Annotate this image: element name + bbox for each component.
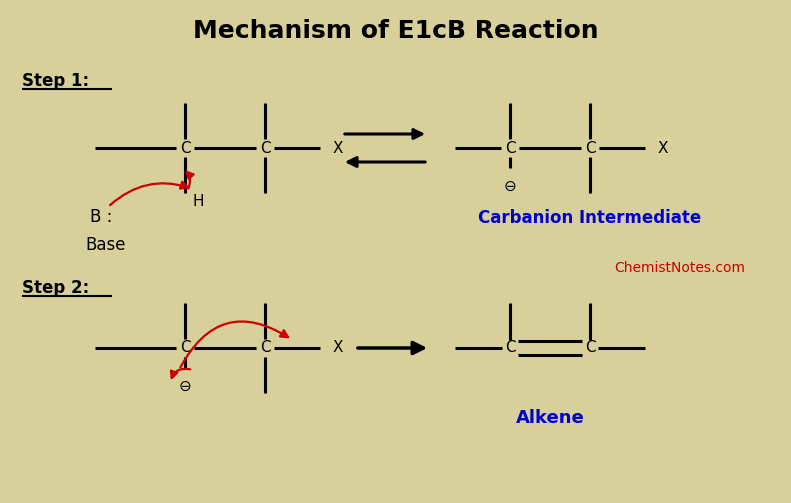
Text: C: C xyxy=(505,341,515,356)
Text: Step 2:: Step 2: xyxy=(22,279,89,297)
Text: C: C xyxy=(585,140,596,155)
Text: X: X xyxy=(658,140,668,155)
Text: C: C xyxy=(180,341,191,356)
Text: H: H xyxy=(192,194,204,209)
Text: ⊖: ⊖ xyxy=(504,179,517,194)
Text: X: X xyxy=(333,140,343,155)
Text: ⊖: ⊖ xyxy=(179,378,191,393)
Text: B :: B : xyxy=(90,208,112,226)
Text: Carbanion Intermediate: Carbanion Intermediate xyxy=(479,209,702,227)
Text: C: C xyxy=(505,140,515,155)
Text: Step 1:: Step 1: xyxy=(22,72,89,90)
Text: C: C xyxy=(259,140,271,155)
Text: Base: Base xyxy=(85,236,126,254)
Text: C: C xyxy=(180,140,191,155)
Text: ChemistNotes.com: ChemistNotes.com xyxy=(615,261,745,275)
Text: Mechanism of E1cB Reaction: Mechanism of E1cB Reaction xyxy=(193,19,598,43)
Text: Alkene: Alkene xyxy=(516,409,585,427)
Text: C: C xyxy=(585,341,596,356)
Text: X: X xyxy=(333,341,343,356)
Text: C: C xyxy=(259,341,271,356)
